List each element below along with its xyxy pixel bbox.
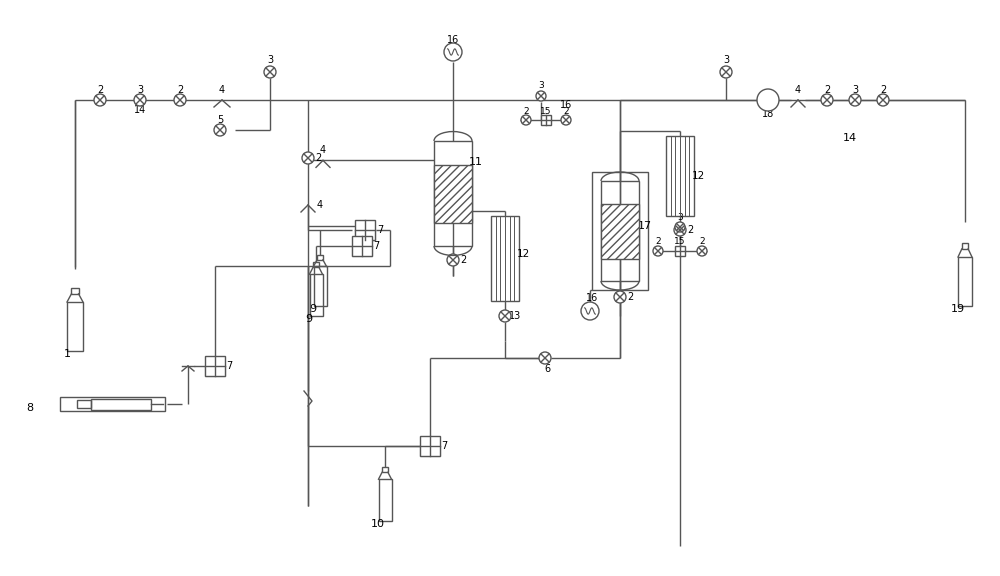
Bar [592,172,648,290]
Bar [601,181,639,281]
Text: 2: 2 [460,255,466,265]
Text: 2: 2 [687,225,693,235]
Text: 2: 2 [177,85,183,95]
Bar [434,165,472,223]
Text: 19: 19 [951,304,965,314]
Bar [67,302,83,351]
Circle shape [94,94,106,106]
Text: 7: 7 [377,225,383,235]
Text: 2: 2 [627,292,633,302]
Circle shape [521,115,531,125]
Text: 15: 15 [540,107,552,116]
Text: 9: 9 [309,304,317,314]
Bar [666,136,694,216]
Bar [317,255,323,260]
Circle shape [264,66,276,78]
Bar [491,216,519,301]
Bar [962,242,968,249]
Text: 2: 2 [563,107,569,116]
Circle shape [539,352,551,364]
Text: 4: 4 [320,145,326,156]
Text: 16: 16 [586,293,598,303]
Text: 5: 5 [217,115,223,125]
Circle shape [757,89,779,111]
Bar [71,288,79,294]
Circle shape [447,254,459,266]
Text: 3: 3 [538,81,544,90]
Circle shape [214,124,226,136]
Bar [91,399,151,410]
Bar [601,204,639,259]
Text: 12: 12 [691,171,705,181]
Text: 17: 17 [638,221,652,231]
Circle shape [499,310,511,322]
Text: 3: 3 [723,55,729,65]
Text: 14: 14 [843,133,857,143]
Circle shape [877,94,889,106]
Circle shape [581,302,599,320]
Bar [675,246,685,256]
Text: 1: 1 [64,349,70,359]
Text: 4: 4 [795,85,801,95]
Circle shape [536,91,546,101]
Text: FT: FT [764,96,772,104]
Bar [434,141,472,246]
Bar [352,236,372,256]
Text: 2: 2 [315,153,321,163]
Text: 12: 12 [516,249,530,259]
Text: 4: 4 [317,200,323,210]
Bar [60,397,165,411]
Text: 3: 3 [267,55,273,65]
Circle shape [174,94,186,106]
Text: 2: 2 [880,85,886,95]
Text: 2: 2 [824,85,830,95]
Bar [355,220,375,240]
Circle shape [302,152,314,164]
Circle shape [134,94,146,106]
Text: 14: 14 [134,105,146,115]
Text: 10: 10 [371,519,385,529]
Text: 18: 18 [762,109,774,119]
Text: 7: 7 [226,361,232,371]
Circle shape [674,224,686,236]
Bar [314,266,326,306]
Circle shape [675,222,685,232]
Text: 2: 2 [97,85,103,95]
Bar [541,115,551,125]
Circle shape [720,66,732,78]
Circle shape [561,115,571,125]
Bar [77,400,91,408]
Bar [313,262,319,267]
Text: 3: 3 [852,85,858,95]
Circle shape [444,43,462,61]
Text: 3: 3 [137,85,143,95]
Circle shape [614,291,626,303]
Text: 13: 13 [509,311,521,321]
Text: 4: 4 [219,85,225,95]
Circle shape [697,246,707,256]
Circle shape [849,94,861,106]
Text: 2: 2 [655,237,661,247]
Text: 15: 15 [674,237,686,247]
Bar [205,356,225,376]
Circle shape [821,94,833,106]
Circle shape [653,246,663,256]
Bar [420,436,440,456]
Bar [958,257,972,306]
Text: 11: 11 [469,157,483,167]
Bar [310,274,322,316]
Bar [382,467,388,472]
Bar [378,479,392,521]
Text: 6: 6 [544,364,550,374]
Text: 16: 16 [560,100,572,110]
Text: 7: 7 [373,241,379,251]
Text: 3: 3 [677,213,683,222]
Text: 2: 2 [699,237,705,247]
Text: 8: 8 [26,403,34,413]
Text: 2: 2 [523,107,529,116]
Text: 9: 9 [305,314,313,324]
Text: 7: 7 [441,441,447,451]
Text: 16: 16 [447,35,459,45]
